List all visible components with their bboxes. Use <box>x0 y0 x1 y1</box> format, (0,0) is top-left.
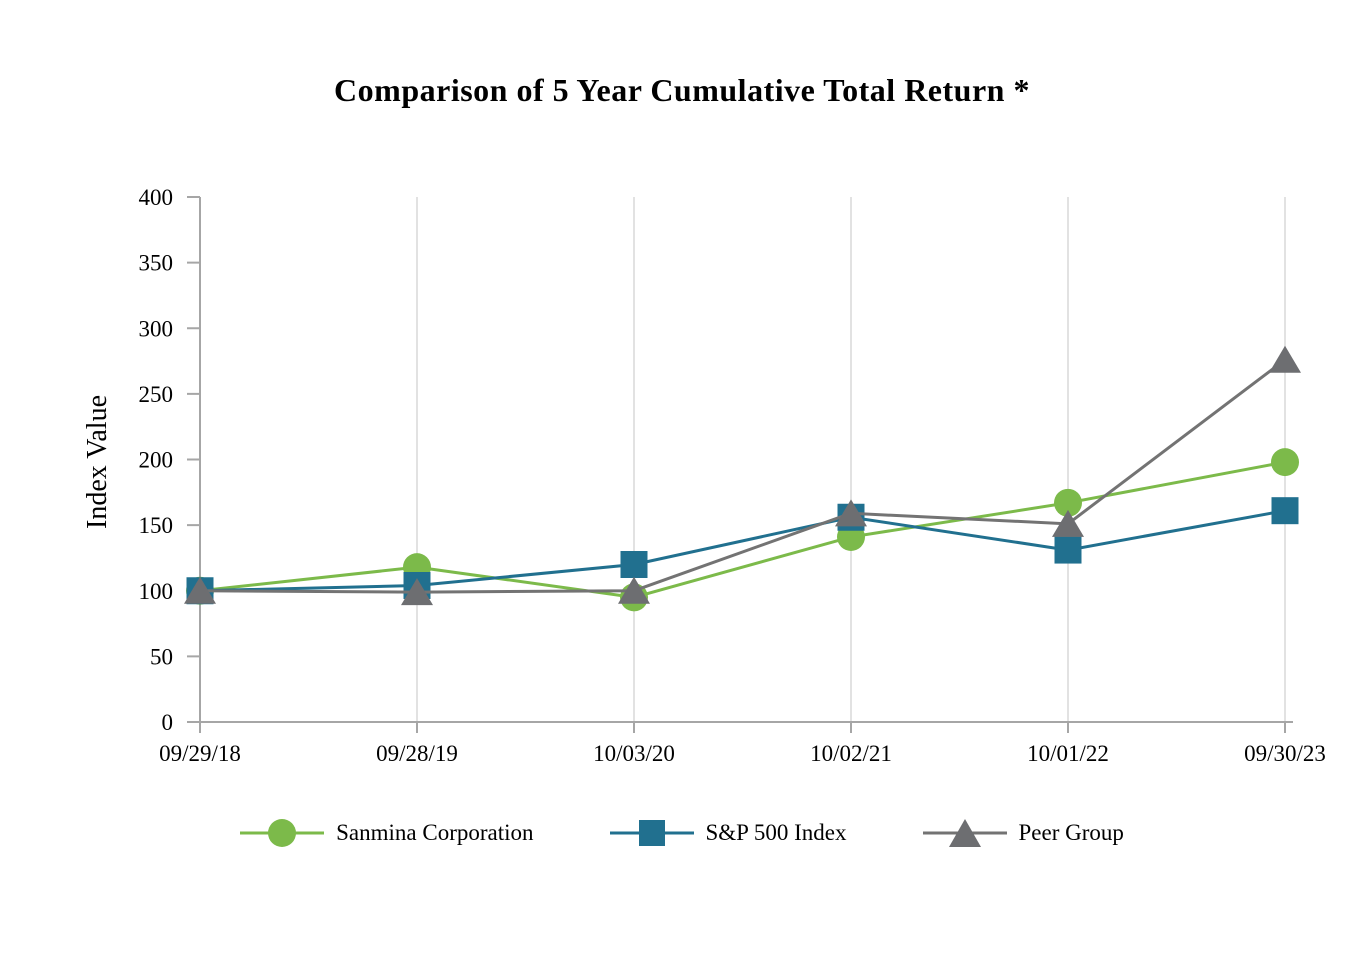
data-point-square <box>620 551 648 578</box>
legend-item-peer-group: Peer Group <box>922 816 1124 850</box>
y-axis-tick-label: 50 <box>150 644 173 669</box>
legend-item-sp500: S&P 500 Index <box>609 816 847 850</box>
chart-legend: Sanmina Corporation S&P 500 Index Peer G… <box>0 816 1364 850</box>
data-point-triangle <box>835 499 867 527</box>
series-line-square <box>199 509 1286 593</box>
x-axis-tick-label: 10/03/20 <box>593 741 675 766</box>
y-axis-tick-label: 400 <box>139 185 174 210</box>
legend-label-sanmina: Sanmina Corporation <box>336 820 534 845</box>
y-axis-tick-label: 300 <box>139 316 174 341</box>
series-line-triangle <box>199 358 1286 594</box>
data-point-triangle <box>618 576 650 604</box>
data-point-triangle <box>401 578 433 606</box>
x-axis-tick-label: 09/30/23 <box>1244 741 1326 766</box>
x-axis-tick-label: 10/01/22 <box>1027 741 1109 766</box>
data-point-triangle <box>184 576 216 604</box>
legend-item-sanmina: Sanmina Corporation <box>240 816 534 850</box>
y-axis-tick-label: 150 <box>139 513 174 538</box>
legend-triangle-marker-icon <box>922 819 1007 847</box>
y-axis-tick-label: 350 <box>139 251 174 276</box>
x-axis-tick-label: 09/28/19 <box>376 741 458 766</box>
legend-label-sp500: S&P 500 Index <box>705 820 847 845</box>
data-point-square <box>1054 536 1082 564</box>
x-axis-tick-label: 09/29/18 <box>159 741 241 766</box>
y-axis-tick-label: 100 <box>139 579 174 604</box>
data-point-triangle <box>1052 509 1084 537</box>
legend-label-peer-group: Peer Group <box>1018 820 1124 845</box>
data-point-square <box>1271 497 1299 525</box>
chart-title: Comparison of 5 Year Cumulative Total Re… <box>334 72 1030 108</box>
data-point-circle <box>1271 448 1299 477</box>
data-point-triangle <box>1269 345 1301 373</box>
y-axis-tick-label: 200 <box>139 448 174 473</box>
y-axis-tick-label: 250 <box>139 382 174 407</box>
y-axis-tick-label: 0 <box>162 710 174 735</box>
legend-square-marker-icon <box>609 820 694 846</box>
data-point-circle <box>1054 488 1082 517</box>
x-axis-tick-label: 10/02/21 <box>810 741 892 766</box>
legend-circle-marker-icon <box>240 819 325 847</box>
